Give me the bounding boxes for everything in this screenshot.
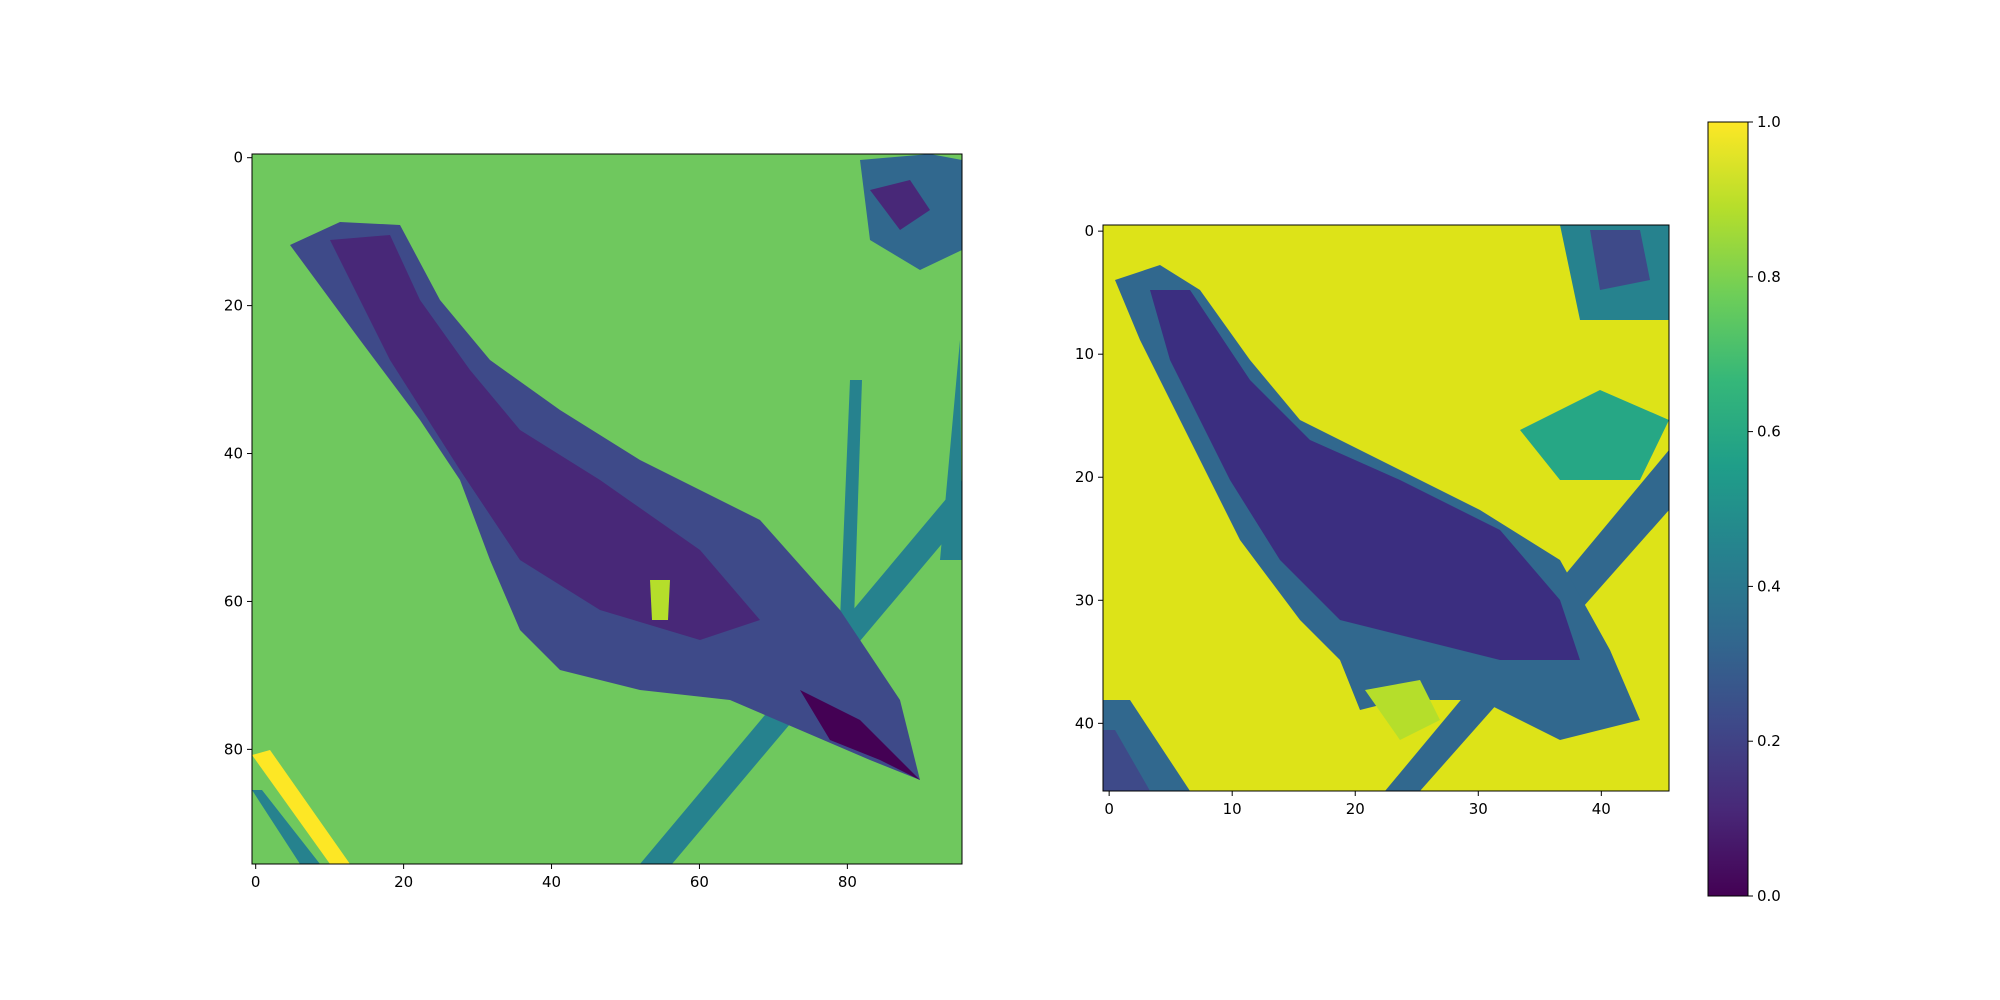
left-x-tick-label: 60	[690, 873, 709, 891]
colorbar-tick-label: 0.8	[1757, 268, 1781, 286]
colorbar	[1707, 121, 1749, 897]
colorbar-tick-label: 0.4	[1757, 577, 1781, 595]
colorbar-tick-label: 1.0	[1757, 113, 1781, 131]
colorbar-tick-label: 0.6	[1757, 423, 1781, 441]
colorbar-gradient	[1708, 122, 1748, 896]
left-x-tick-label: 20	[394, 873, 413, 891]
left-y-tick-label: 40	[224, 445, 243, 463]
right-x-tick-label: 0	[1104, 800, 1114, 818]
right-y-tick-label: 40	[1075, 714, 1094, 732]
left-y-tick-label: 0	[233, 149, 243, 167]
right-y-tick-label: 30	[1075, 591, 1094, 609]
right-y-tick-label: 0	[1084, 222, 1094, 240]
left-y-tick-label: 80	[224, 740, 243, 758]
right-x-tick-label: 10	[1223, 800, 1242, 818]
right-x-tick-label: 40	[1592, 800, 1611, 818]
left-image-axes	[251, 153, 963, 865]
right-y-tick-label: 10	[1075, 345, 1094, 363]
colorbar-tick-label: 0.2	[1757, 732, 1781, 750]
right-x-tick-label: 30	[1469, 800, 1488, 818]
right-y-tick-label: 20	[1075, 468, 1094, 486]
left-x-tick-label: 0	[251, 873, 261, 891]
left-x-tick-label: 40	[542, 873, 561, 891]
colorbar-tick-label: 0.0	[1757, 887, 1781, 905]
right-image-axes	[1102, 224, 1670, 792]
left-y-tick-label: 60	[224, 592, 243, 610]
right-x-tick-label: 20	[1346, 800, 1365, 818]
left-x-tick-label: 80	[838, 873, 857, 891]
left-y-tick-label: 20	[224, 297, 243, 315]
